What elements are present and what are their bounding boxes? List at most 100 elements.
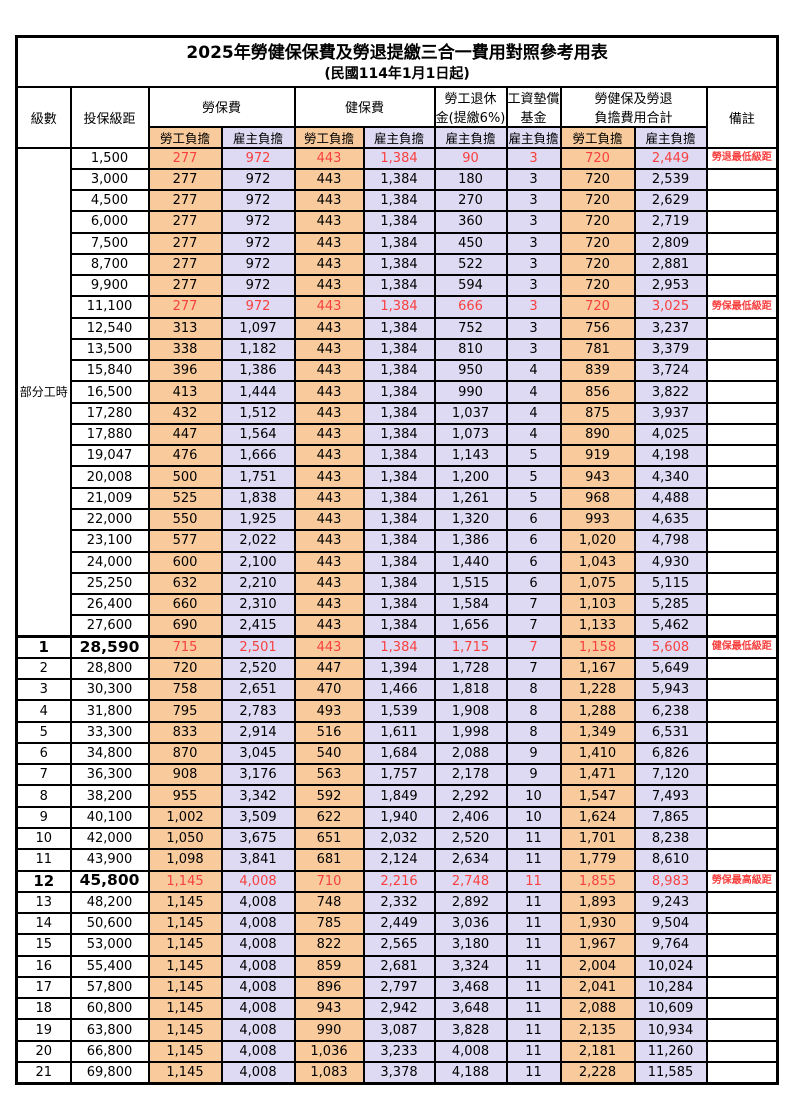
- level-cell: 10: [15, 826, 72, 851]
- wage-fund-employer-cell: 5: [505, 465, 562, 489]
- bracket-cell: 33,300: [69, 720, 150, 744]
- health-employer-cell: 1,384: [362, 550, 436, 574]
- total-employer-cell: 2,449: [633, 146, 708, 170]
- pension-employer-cell: 270: [433, 189, 508, 213]
- wage-fund-employer-cell: 3: [505, 210, 562, 234]
- pension-employer-cell: 450: [433, 231, 508, 255]
- health-employee-cell: 443: [293, 529, 365, 553]
- labor-employee-cell: 277: [147, 274, 223, 298]
- total-employee-cell: 839: [559, 359, 636, 383]
- total-employer-cell: 7,120: [633, 763, 708, 787]
- bracket-cell: 57,800: [69, 975, 150, 1000]
- col-header-remark: 備註: [705, 85, 779, 149]
- total-employee-cell: 720: [559, 189, 636, 213]
- table-row: 17 57,800 1,145 4,008 896 2,797 3,468 11 2,041 10…: [15, 975, 779, 1000]
- health-employer-cell: 1,611: [362, 720, 436, 744]
- remark-cell: [705, 274, 779, 298]
- labor-employer-cell: 4,008: [220, 933, 296, 957]
- wage-fund-employer-cell: 3: [505, 189, 562, 213]
- wage-fund-employer-cell: 4: [505, 359, 562, 383]
- health-employer-cell: 2,216: [362, 869, 436, 893]
- total-employer-cell: 6,238: [633, 699, 708, 723]
- table-row: 4,500 277 972 443 1,384 270 3 720 2,629: [17, 189, 779, 213]
- level-cell: 8: [15, 784, 72, 808]
- table-title-cell: 2025年勞健保保費及勞退提繳三合一費用對照參考用表 (民國114年1月1日起): [15, 35, 779, 88]
- bracket-cell: 45,800: [69, 869, 150, 893]
- table-row: 3,000 277 972 443 1,384 180 3 720 2,539: [17, 167, 779, 192]
- wage-fund-employer-cell: 11: [505, 869, 562, 893]
- pension-employer-cell: 1,440: [433, 550, 508, 574]
- total-employer-cell: 10,934: [633, 1018, 708, 1042]
- pension-employer-cell: 1,998: [433, 720, 508, 744]
- health-employer-cell: 1,384: [362, 337, 436, 362]
- labor-employer-cell: 3,675: [220, 826, 296, 851]
- table-row: 16 55,400 1,145 4,008 859 2,681 3,324 11 2,004 10…: [15, 954, 779, 978]
- labor-employee-cell: 476: [147, 444, 223, 468]
- total-employer-cell: 5,462: [633, 614, 708, 638]
- title-row: 2025年勞健保保費及勞退提繳三合一費用對照參考用表 (民國114年1月1日起): [15, 35, 779, 88]
- total-employee-cell: 1,043: [559, 550, 636, 574]
- remark-cell: [705, 422, 779, 447]
- total-employer-cell: 5,285: [633, 593, 708, 617]
- health-employee-cell: 943: [293, 997, 365, 1021]
- remark-cell: [705, 997, 779, 1021]
- labor-employer-cell: 1,444: [220, 380, 296, 404]
- labor-employer-cell: 4,008: [220, 912, 296, 936]
- table-row: 17,280 432 1,512 443 1,384 1,037 4 875 3,937: [17, 401, 779, 425]
- pension-employer-cell: 1,515: [433, 571, 508, 596]
- total-employee-cell: 720: [559, 252, 636, 277]
- labor-employer-cell: 1,925: [220, 508, 296, 532]
- pension-employer-cell: 1,200: [433, 465, 508, 489]
- labor-employer-cell: 4,008: [220, 890, 296, 915]
- wage-fund-employer-cell: 7: [505, 614, 562, 638]
- remark-cell: [705, 316, 779, 340]
- labor-employee-cell: 833: [147, 720, 223, 744]
- wage-fund-employer-cell: 9: [505, 741, 562, 766]
- health-employer-cell: 1,384: [362, 422, 436, 447]
- total-employee-cell: 2,041: [559, 975, 636, 1000]
- wage-fund-employer-cell: 5: [505, 486, 562, 511]
- labor-employer-cell: 1,564: [220, 422, 296, 447]
- labor-employer-cell: 3,045: [220, 741, 296, 766]
- health-employee-cell: 896: [293, 975, 365, 1000]
- labor-employer-cell: 2,651: [220, 678, 296, 702]
- pension-employer-cell: 990: [433, 380, 508, 404]
- total-employee-cell: 1,547: [559, 784, 636, 808]
- labor-employee-cell: 277: [147, 231, 223, 255]
- total-employee-cell: 720: [559, 295, 636, 319]
- wage-fund-employer-cell: 8: [505, 699, 562, 723]
- table-row: 4 31,800 795 2,783 493 1,539 1,908 8 1,288 6,238: [15, 699, 779, 723]
- health-employer-cell: 2,332: [362, 890, 436, 915]
- health-employee-cell: 785: [293, 912, 365, 936]
- total-employee-cell: 1,624: [559, 805, 636, 830]
- health-employer-cell: 1,384: [362, 146, 436, 170]
- remark-cell: [705, 508, 779, 532]
- total-employee-cell: 756: [559, 316, 636, 340]
- wage-fund-employer-cell: 7: [505, 593, 562, 617]
- level-cell: 11: [15, 848, 72, 872]
- total-employer-cell: 3,379: [633, 337, 708, 362]
- total-employer-cell: 3,237: [633, 316, 708, 340]
- wage-fund-employer-cell: 11: [505, 826, 562, 851]
- table-row: 17,880 447 1,564 443 1,384 1,073 4 890 4,025: [17, 422, 779, 447]
- pension-employer-cell: 810: [433, 337, 508, 362]
- level-cell: 14: [15, 912, 72, 936]
- pension-employer-cell: 1,908: [433, 699, 508, 723]
- subheader-wage-fund-employer: 雇主負擔: [505, 125, 562, 149]
- remark-cell: [705, 1018, 779, 1042]
- health-employee-cell: 859: [293, 954, 365, 978]
- total-employer-cell: 11,585: [633, 1060, 708, 1085]
- level-cell: 4: [15, 699, 72, 723]
- pension-employer-cell: 3,036: [433, 912, 508, 936]
- remark-cell: [705, 465, 779, 489]
- pension-employer-cell: 2,748: [433, 869, 508, 893]
- total-employee-cell: 1,410: [559, 741, 636, 766]
- table-row: 19 63,800 1,145 4,008 990 3,087 3,828 11 2,135 10…: [15, 1018, 779, 1042]
- bracket-cell: 25,250: [69, 571, 150, 596]
- labor-employee-cell: 550: [147, 508, 223, 532]
- remark-cell: [705, 678, 779, 702]
- table-row: 19,047 476 1,666 443 1,384 1,143 5 919 4,198: [17, 444, 779, 468]
- health-employee-cell: 563: [293, 763, 365, 787]
- labor-employee-cell: 715: [147, 635, 223, 659]
- wage-fund-employer-cell: 10: [505, 805, 562, 830]
